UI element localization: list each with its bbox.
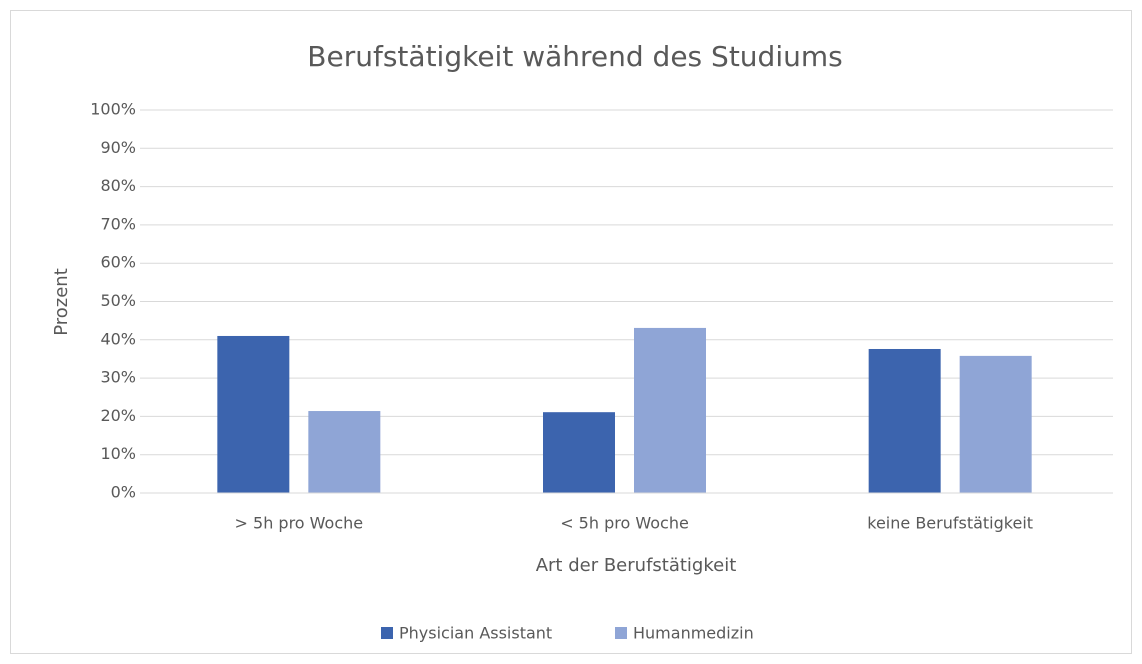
y-tick-label: 10%	[100, 444, 136, 463]
y-axis-title: Prozent	[51, 268, 72, 336]
bar	[959, 355, 1032, 493]
bar	[308, 411, 381, 493]
y-tick-label: 80%	[100, 176, 136, 195]
chart-border	[10, 10, 1132, 654]
legend-label: Physician Assistant	[399, 624, 552, 643]
x-axis-title: Art der Berufstätigkeit	[536, 555, 737, 576]
y-tick-label: 60%	[100, 253, 136, 272]
x-tick-label: < 5h pro Woche	[560, 514, 689, 533]
y-tick-label: 90%	[100, 138, 136, 157]
legend-swatch	[381, 627, 393, 639]
x-tick-label: keine Berufstätigkeit	[867, 514, 1033, 533]
legend-label: Humanmedizin	[633, 624, 754, 643]
y-tick-label: 20%	[100, 406, 136, 425]
bar	[634, 327, 706, 493]
y-tick-label: 50%	[100, 291, 136, 310]
y-tick-label: 70%	[100, 214, 136, 233]
bar	[217, 335, 290, 493]
chart-title: Berufstätigkeit während des Studiums	[307, 40, 842, 73]
x-tick-label: > 5h pro Woche	[235, 514, 364, 533]
legend-swatch	[615, 627, 627, 639]
y-tick-label: 100%	[90, 100, 136, 119]
y-tick-label: 40%	[100, 329, 136, 348]
bar	[543, 412, 615, 493]
bar	[868, 348, 941, 493]
y-tick-label: 30%	[100, 368, 136, 387]
y-tick-label: 0%	[111, 483, 136, 502]
